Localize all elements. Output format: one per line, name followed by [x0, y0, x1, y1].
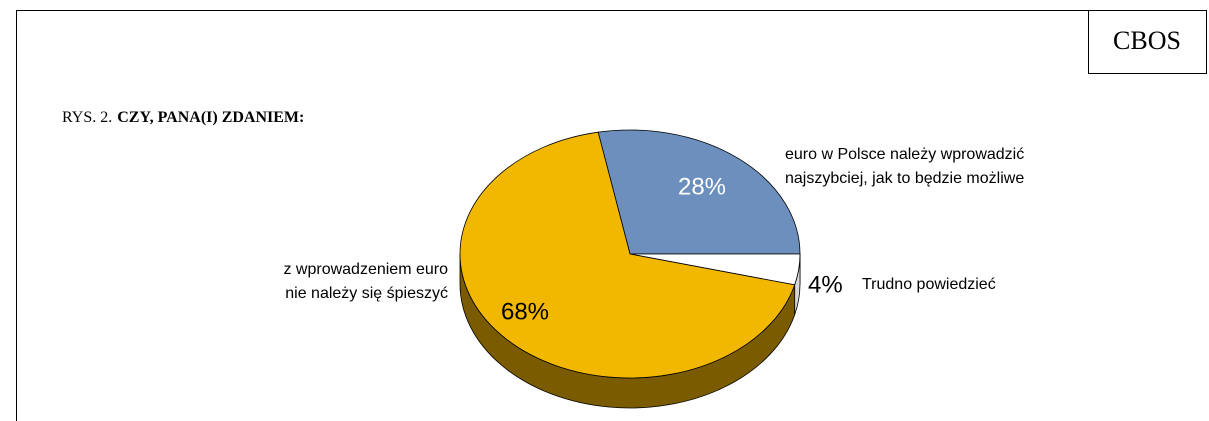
figure-label: RYS. 2. CZY, PANA(I) ZDANIEM:	[62, 109, 304, 126]
category-label: nie należy się śpieszyć	[285, 285, 448, 302]
value-label: 68%	[501, 298, 549, 325]
category-label: euro w Polsce należy wprowadzić	[785, 146, 1024, 163]
source-box	[1088, 10, 1207, 74]
figure-number: RYS. 2.	[62, 109, 112, 126]
category-label: Trudno powiedzieć	[862, 276, 996, 293]
category-label: z wprowadzeniem euro	[283, 261, 448, 278]
chart-title: CZY, PANA(I) ZDANIEM:	[117, 109, 304, 126]
category-label: najszybciej, jak to będzie możliwe	[785, 170, 1024, 187]
value-label: 4%	[808, 271, 843, 298]
value-label: 28%	[678, 173, 726, 200]
source: CBOS	[1113, 26, 1181, 55]
pie-slice	[459, 131, 796, 379]
pie-slice	[597, 129, 801, 255]
